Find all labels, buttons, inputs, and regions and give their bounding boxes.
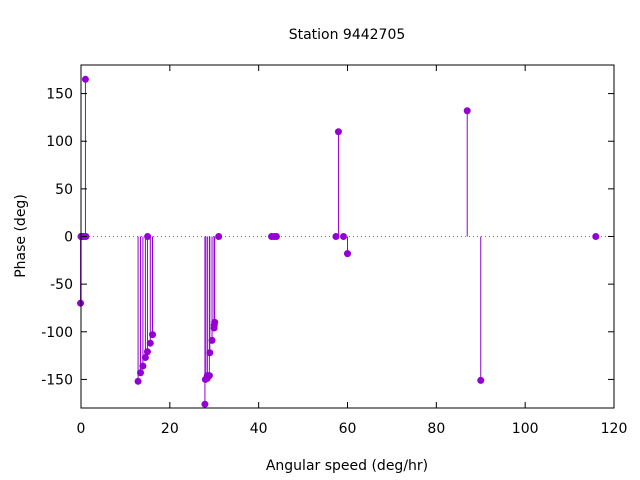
impulses-layer [80,79,482,405]
data-point [144,233,152,240]
data-point [137,369,145,377]
x-tick-label: 0 [77,421,86,437]
y-tick-label: 50 [55,182,73,198]
chart-title: Station 9442705 [289,27,406,43]
data-point [215,233,223,240]
y-tick-label: 100 [46,134,73,150]
x-tick-label: 40 [250,421,268,437]
y-tick-label: 0 [64,230,73,246]
x-axis-label: Angular speed (deg/hr) [266,458,428,474]
data-point [211,318,219,326]
data-point [344,250,351,258]
x-tick-label: 120 [601,421,628,437]
data-point [201,400,209,408]
data-point [81,75,89,83]
data-point [340,233,348,240]
data-point [334,128,342,136]
x-tick-label: 80 [427,421,445,437]
y-tick-label: -50 [50,277,73,293]
data-point [477,376,485,384]
data-point [143,348,151,356]
y-axis-label: Phase (deg) [13,194,29,278]
data-point [141,354,149,362]
x-tick-label: 100 [512,421,539,437]
points-layer [77,75,600,408]
y-tick-label: -100 [41,325,73,341]
data-point [205,372,213,380]
x-tick-label: 60 [339,421,357,437]
data-point [146,339,154,347]
data-point [208,336,216,344]
y-tick-label: -150 [41,372,73,388]
data-point [332,233,340,240]
data-point [592,233,600,240]
data-point [272,233,280,240]
data-point [139,362,147,370]
data-point [149,331,157,339]
y-tick-label: 150 [46,87,73,103]
data-point [206,349,214,357]
ticks-layer: 0 20 40 60 80 100 120 -150 -100 -50 0 50 100 150 [41,65,627,437]
data-point [134,377,142,385]
x-tick-label: 20 [161,421,179,437]
data-point [463,107,471,115]
